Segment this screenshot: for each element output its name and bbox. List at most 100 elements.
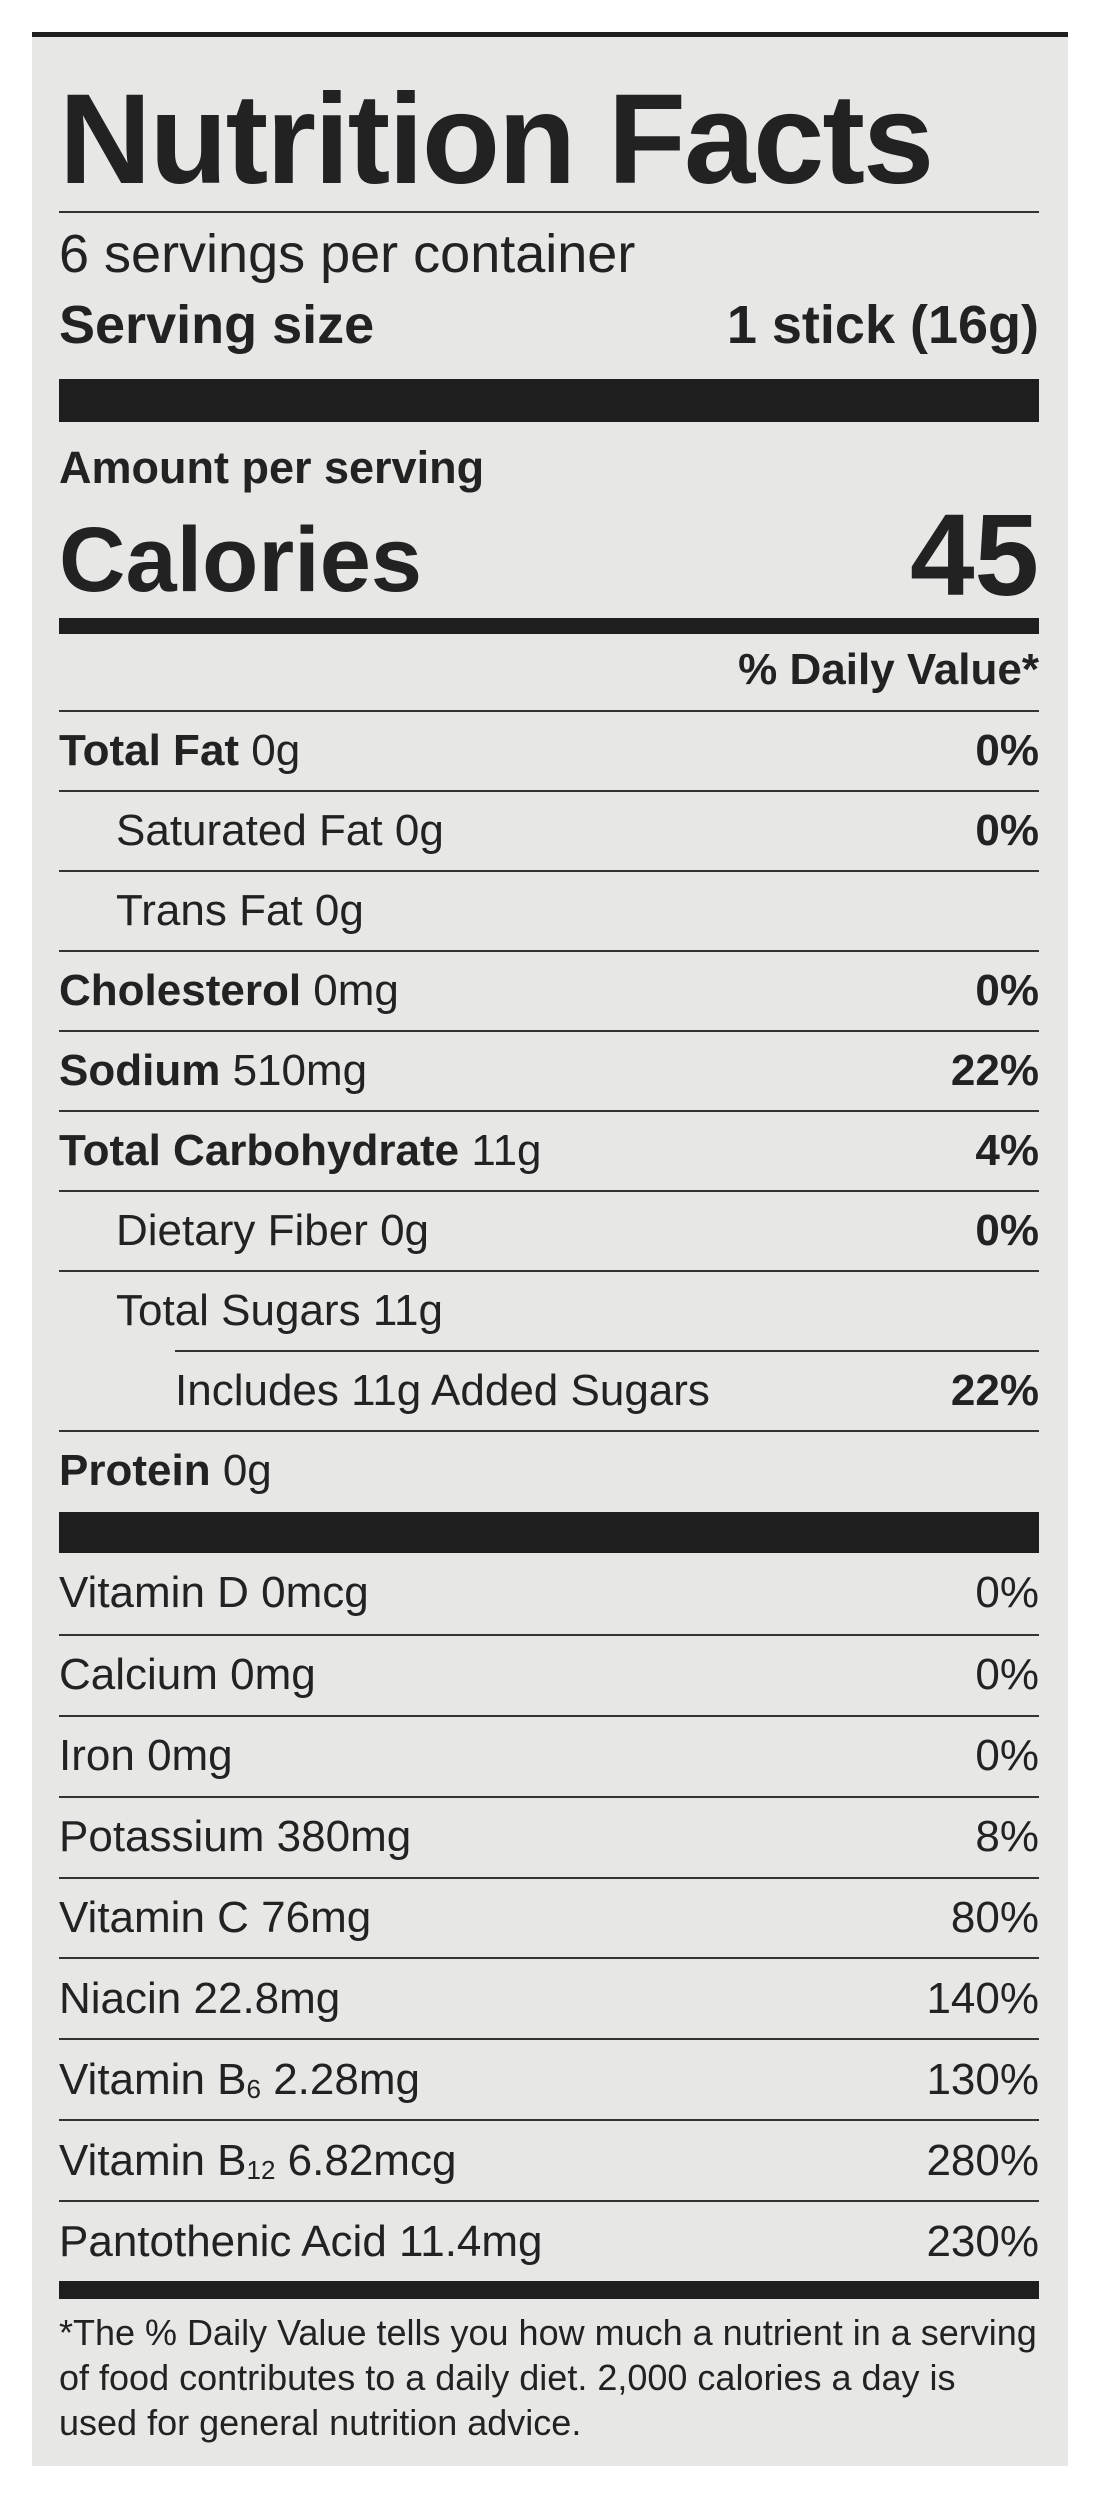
vitamin-row: Iron 0mg 0% [59, 1714, 1039, 1796]
nutrient-amount: 510mg [232, 1046, 368, 1095]
vitamin-amount: 11.4mg [399, 2216, 543, 2266]
vitamin-name: Iron 0mg [59, 1731, 233, 1781]
nutrient-row: Trans Fat 0g [59, 870, 1039, 950]
nutrient-amount: 0g [314, 886, 364, 935]
vitamin-name: Pantothenic Acid 11.4mg [59, 2217, 543, 2267]
nutrient-name: Protein 0g [59, 1446, 272, 1496]
nutrient-amount: 0g [251, 726, 301, 775]
vitamin-amount: 76mg [261, 1893, 372, 1942]
nutrient-amount: 0mg [313, 966, 399, 1015]
nutrient-label: Sodium [59, 1046, 221, 1095]
vitamin-amount: 0mg [147, 1731, 233, 1781]
vitamin-row: Calcium 0mg 0% [59, 1633, 1039, 1715]
thick-divider [59, 1512, 1039, 1553]
serving-size-row: Serving size 1 stick (16g) [59, 292, 1039, 358]
vitamin-daily-value: 0% [975, 1731, 1039, 1781]
thick-divider [59, 379, 1039, 422]
vitamin-daily-value: 140% [926, 1973, 1039, 2023]
nutrient-daily-value: 0% [975, 806, 1039, 855]
vitamin-amount: 0mcg [261, 1568, 369, 1618]
nutrition-label-panel [32, 32, 1068, 2466]
vitamin-name: Niacin 22.8mg [59, 1974, 340, 2024]
nutrient-row: Total Fat 0g 0% [59, 710, 1039, 790]
vitamin-name: Vitamin B12 6.82mcg [59, 2136, 456, 2186]
vitamin-daily-value: 230% [926, 2216, 1039, 2266]
vitamin-daily-value: 280% [926, 2135, 1039, 2185]
nutrient-daily-value: 4% [975, 1126, 1039, 1175]
nutrient-amount: 0g [380, 1206, 430, 1255]
amount-per-serving: Amount per serving [59, 442, 485, 493]
vitamin-daily-value: 80% [950, 1893, 1039, 1942]
vitamin-row: Pantothenic Acid 11.4mg 230% [59, 2200, 1039, 2281]
vitamin-amount: 22.8mg [193, 1973, 341, 2023]
vitamin-label: Vitamin C [59, 1893, 249, 1942]
nutrient-label: Trans Fat [116, 886, 303, 935]
vitamin-label: Vitamin D [59, 1568, 249, 1618]
nutrient-name: Trans Fat 0g [59, 886, 364, 936]
nutrient-name: Includes 11g Added Sugars [175, 1366, 710, 1416]
calories-row: Calories 45 [59, 490, 1039, 620]
vitamin-label: Vitamin B [59, 2135, 247, 2185]
nutrient-name: Total Carbohydrate 11g [59, 1126, 542, 1176]
vitamin-daily-value: 8% [975, 1812, 1039, 1862]
nutrient-daily-value: 0% [975, 726, 1039, 775]
vitamin-rows: Vitamin D 0mcg 0% Calcium 0mg 0% Iron 0mg 0% P… [59, 1553, 1039, 2281]
vitamin-label: Calcium [59, 1650, 218, 1700]
calories-value: 45 [909, 490, 1039, 620]
nutrient-name: Saturated Fat 0g [59, 806, 444, 856]
vitamin-amount: 380mg [276, 1812, 412, 1862]
vitamin-row: Vitamin B12 6.82mcg 280% [59, 2119, 1039, 2200]
vitamin-daily-value: 130% [926, 2054, 1039, 2104]
nutrient-label: Dietary Fiber [116, 1206, 368, 1255]
nutrient-row: Dietary Fiber 0g 0% [59, 1190, 1039, 1270]
vitamin-label: Potassium [59, 1812, 265, 1862]
nutrient-daily-value: 22% [950, 1366, 1039, 1415]
medium-divider [59, 2281, 1039, 2299]
nutrient-row: Cholesterol 0mg 0% [59, 950, 1039, 1030]
vitamin-name: Vitamin C 76mg [59, 1893, 371, 1943]
vitamin-label: Vitamin B [59, 2054, 247, 2104]
label-title: Nutrition Facts [59, 68, 934, 211]
serving-size-value: 1 stick (16g) [726, 295, 1039, 355]
nutrient-row: Protein 0g [59, 1430, 1039, 1510]
divider [59, 211, 1039, 213]
vitamin-subscript: 12 [246, 2154, 276, 2185]
vitamin-row: Potassium 380mg 8% [59, 1795, 1039, 1877]
vitamin-amount: 0mg [230, 1650, 316, 1700]
vitamin-name: Calcium 0mg [59, 1650, 316, 1700]
vitamin-row: Niacin 22.8mg 140% [59, 1957, 1039, 2038]
nutrient-amount: 11g [471, 1126, 542, 1175]
vitamin-name: Potassium 380mg [59, 1812, 411, 1862]
nutrient-row: Includes 11g Added Sugars 22% [175, 1350, 1039, 1430]
nutrient-row: Sodium 510mg 22% [59, 1030, 1039, 1110]
nutrient-label: Total Carbohydrate [59, 1126, 460, 1175]
nutrient-row: Saturated Fat 0g 0% [59, 790, 1039, 870]
nutrient-name: Total Sugars 11g [59, 1286, 443, 1336]
medium-divider [59, 618, 1039, 634]
nutrient-amount: 11g [372, 1286, 443, 1335]
nutrient-daily-value: 0% [975, 1206, 1039, 1255]
daily-value-header: % Daily Value* [738, 645, 1039, 694]
serving-size-label: Serving size [59, 295, 375, 355]
nutrient-label: Includes 11g Added Sugars [175, 1366, 710, 1415]
vitamin-label: Niacin [59, 1973, 182, 2023]
vitamin-daily-value: 0% [975, 1568, 1039, 1618]
nutrient-label: Total Fat [59, 726, 240, 775]
nutrient-label: Saturated Fat [116, 806, 383, 855]
vitamin-subscript: 6 [246, 2073, 261, 2104]
vitamin-row: Vitamin C 76mg 80% [59, 1876, 1039, 1958]
vitamin-amount: 6.82mcg [287, 2135, 457, 2185]
nutrient-label: Total Sugars [116, 1286, 361, 1335]
nutrient-name: Total Fat 0g [59, 726, 300, 776]
nutrient-amount: 0g [394, 806, 444, 855]
vitamin-name: Vitamin D 0mcg [59, 1568, 369, 1618]
vitamin-label: Iron [59, 1731, 135, 1781]
footnote: *The % Daily Value tells you how much a … [59, 2312, 1037, 2443]
vitamin-row: Vitamin D 0mcg 0% [59, 1553, 1039, 1634]
nutrient-daily-value: 22% [950, 1046, 1039, 1095]
nutrient-label: Cholesterol [59, 966, 302, 1015]
nutrient-amount: 0g [222, 1446, 272, 1495]
nutrient-row: Total Carbohydrate 11g 4% [59, 1110, 1039, 1190]
nutrient-name: Cholesterol 0mg [59, 966, 399, 1016]
vitamin-name: Vitamin B6 2.28mg [59, 2055, 420, 2105]
